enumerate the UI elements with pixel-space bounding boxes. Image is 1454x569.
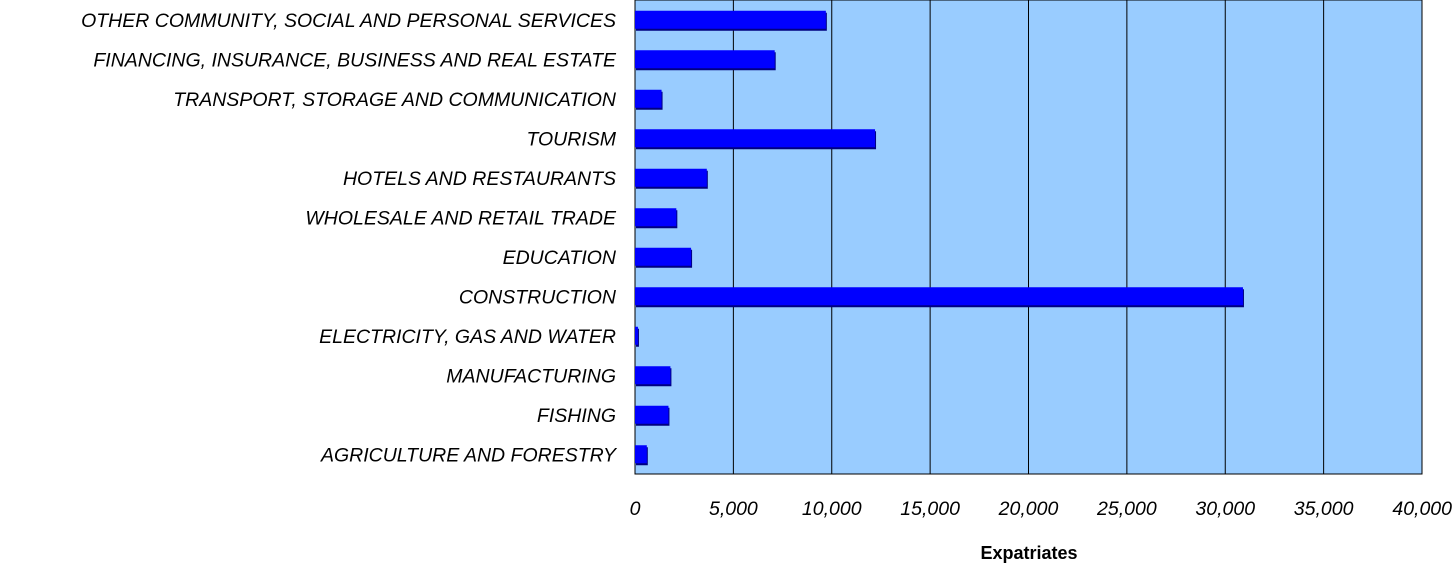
category-label: ELECTRICITY, GAS AND WATER <box>319 326 616 348</box>
bar <box>635 129 876 148</box>
category-label: MANUFACTURING <box>446 365 616 387</box>
x-tick-label: 0 <box>630 498 641 520</box>
x-tick-label: 35,000 <box>1294 498 1354 520</box>
category-label: WHOLESALE AND RETAIL TRADE <box>305 207 617 229</box>
bar <box>635 326 638 345</box>
category-label: OTHER COMMUNITY, SOCIAL AND PERSONAL SER… <box>81 10 616 32</box>
x-tick-labels: 0 5,000 10,000 15,000 20,000 25,000 30,000 35,0… <box>630 498 1453 520</box>
category-label: CONSTRUCTION <box>459 286 617 308</box>
bar <box>635 287 1243 306</box>
x-tick-label: 5,000 <box>709 498 758 520</box>
x-tick-label: 10,000 <box>802 498 862 520</box>
x-tick-label: 30,000 <box>1195 498 1255 520</box>
bar <box>635 89 662 108</box>
bar <box>635 208 677 227</box>
x-tick-label: 15,000 <box>900 498 960 520</box>
category-label: FISHING <box>537 405 616 427</box>
x-tick-label: 40,000 <box>1392 498 1452 520</box>
x-tick-label: 20,000 <box>998 498 1059 520</box>
bar <box>635 168 707 187</box>
bar <box>635 247 692 266</box>
bar <box>635 10 826 29</box>
x-tick-label: 25,000 <box>1096 498 1157 520</box>
category-label: HOTELS AND RESTAURANTS <box>343 168 616 190</box>
bar <box>635 405 669 424</box>
bar <box>635 366 671 385</box>
gridlines <box>732 0 1423 474</box>
category-label: AGRICULTURE AND FORESTRY <box>320 444 618 466</box>
category-label: TOURISM <box>526 128 616 150</box>
category-labels: OTHER COMMUNITY, SOCIAL AND PERSONAL SER… <box>81 10 618 467</box>
bar <box>635 50 775 69</box>
bars <box>635 10 1244 466</box>
category-label: EDUCATION <box>503 247 617 269</box>
x-axis-title: Expatriates <box>980 543 1077 563</box>
category-label: FINANCING, INSURANCE, BUSINESS AND REAL … <box>93 49 617 71</box>
bar <box>635 445 647 464</box>
category-label: TRANSPORT, STORAGE AND COMMUNICATION <box>173 89 617 111</box>
